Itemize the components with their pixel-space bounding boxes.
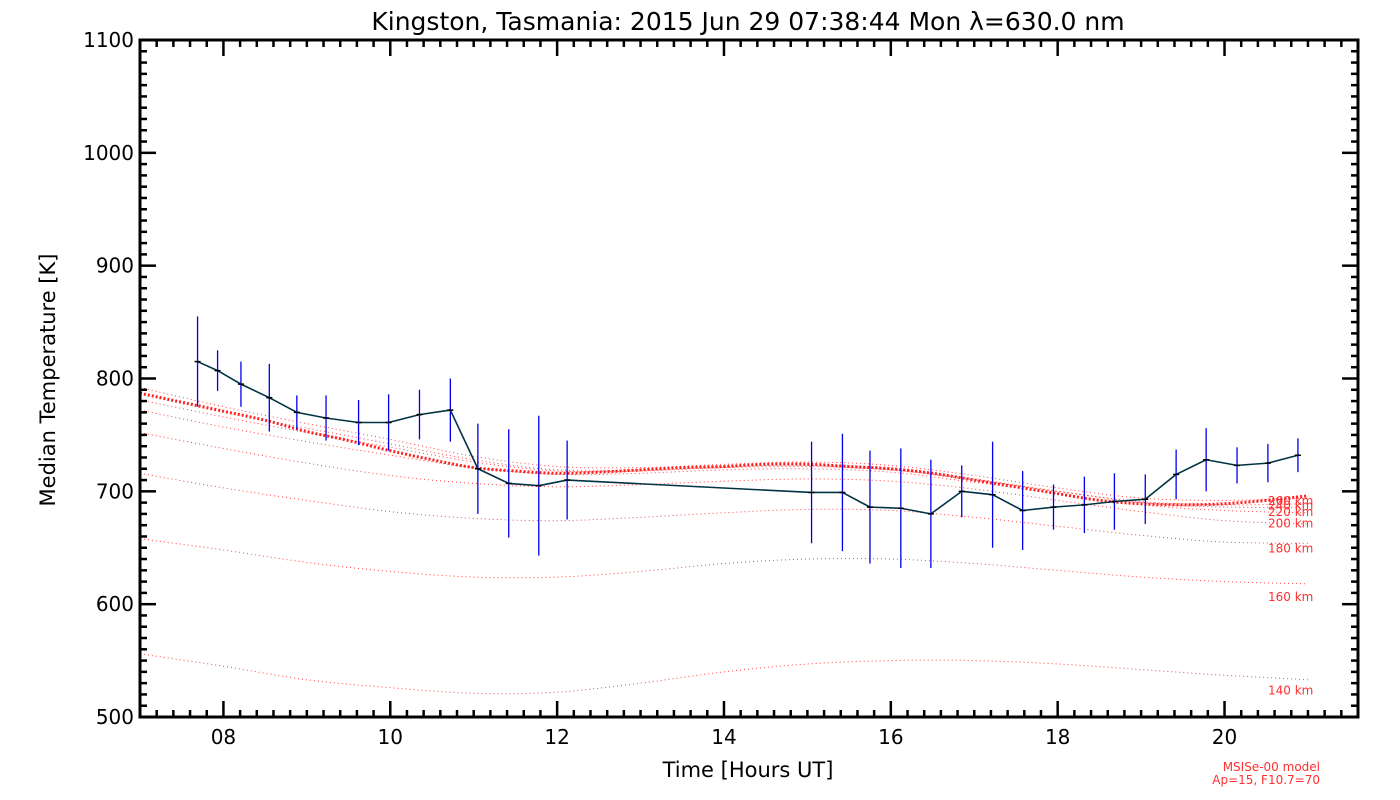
model-curve-label-3: 180 km [1268,541,1313,555]
series-segment-12 [508,482,539,487]
model-curve-4 [139,432,1308,525]
series-segment-17 [869,506,901,510]
y-tick-label-2: 600 [96,592,134,616]
measurement-series [194,316,1301,569]
series-segment-8 [388,413,420,424]
model-curve-5 [139,409,1308,514]
series-segment-10 [449,409,479,470]
series-segment-24 [1084,500,1115,506]
series-segment-16 [842,491,871,508]
x-tick-label-6: 18 [1045,725,1070,749]
y-tick-label-3: 700 [96,479,134,503]
series-segment-1 [197,360,218,372]
model-note-line-2: Ap=15, F10.7=70 [1212,773,1320,787]
series-segment-6 [325,417,359,424]
chart-title: Kingston, Tasmania: 2015 Jun 29 07:38:44… [371,7,1124,36]
plot-axes [138,38,1360,719]
series-segment-14 [567,479,812,494]
model-curve-3 [139,472,1308,544]
series-segment-18 [900,507,932,515]
series-segment-2 [217,369,242,385]
y-axis-label: Median Temperature [K] [36,254,60,507]
y-tick-label-1: 500 [96,705,134,729]
series-segment-13 [538,479,568,487]
model-curve-label-5: 220 km [1268,505,1313,519]
series-segment-21 [992,494,1024,512]
model-curve-1 [139,653,1308,695]
series-segment-28 [1206,458,1238,467]
y-ticks: 500 600 700 800 900 1000 1100 [83,28,1358,729]
model-curve-label-7: 260 km [1268,494,1313,508]
series-segment-4 [268,396,298,414]
series-segment-3 [240,383,270,399]
x-axis-label: Time [Hours UT] [662,758,834,782]
x-ticks: 08 10 12 14 16 18 20 [138,40,1360,749]
model-curve-label-1: 140 km [1268,683,1313,697]
model-curve-2 [139,538,1308,585]
model-curve-label-6: 240 km [1268,498,1313,512]
series-segment-19 [930,490,963,515]
series-segment-27 [1175,459,1207,476]
series-segment-23 [1053,504,1085,508]
x-tick-label-3: 12 [544,725,569,749]
y-tick-label-5: 900 [96,254,134,278]
series-segment-22 [1022,506,1054,512]
series-segment-26 [1144,473,1177,500]
x-tick-label-5: 16 [878,725,903,749]
y-tick-label-6: 1000 [83,141,134,165]
plot-frame [138,38,1360,719]
series-segment-20 [961,490,993,496]
y-tick-label-4: 800 [96,367,134,391]
model-curve-label-2: 160 km [1268,590,1313,604]
y-tick-label-7: 1100 [83,28,134,52]
series-segment-30 [1267,454,1299,464]
model-curve-label-4: 200 km [1268,516,1313,530]
model-curve-8 [139,387,1308,501]
series-segment-25 [1114,498,1146,503]
series-segment-29 [1236,462,1268,467]
x-tick-label-2: 10 [378,725,403,749]
series-segment-11 [477,468,510,485]
model-note-line-1: MSISe-00 model [1223,760,1320,774]
series-segment-9 [419,409,451,416]
series-segment-5 [296,411,327,419]
x-tick-label-1: 08 [211,725,236,749]
x-tick-label-7: 20 [1212,725,1237,749]
x-tick-label-4: 14 [711,725,736,749]
